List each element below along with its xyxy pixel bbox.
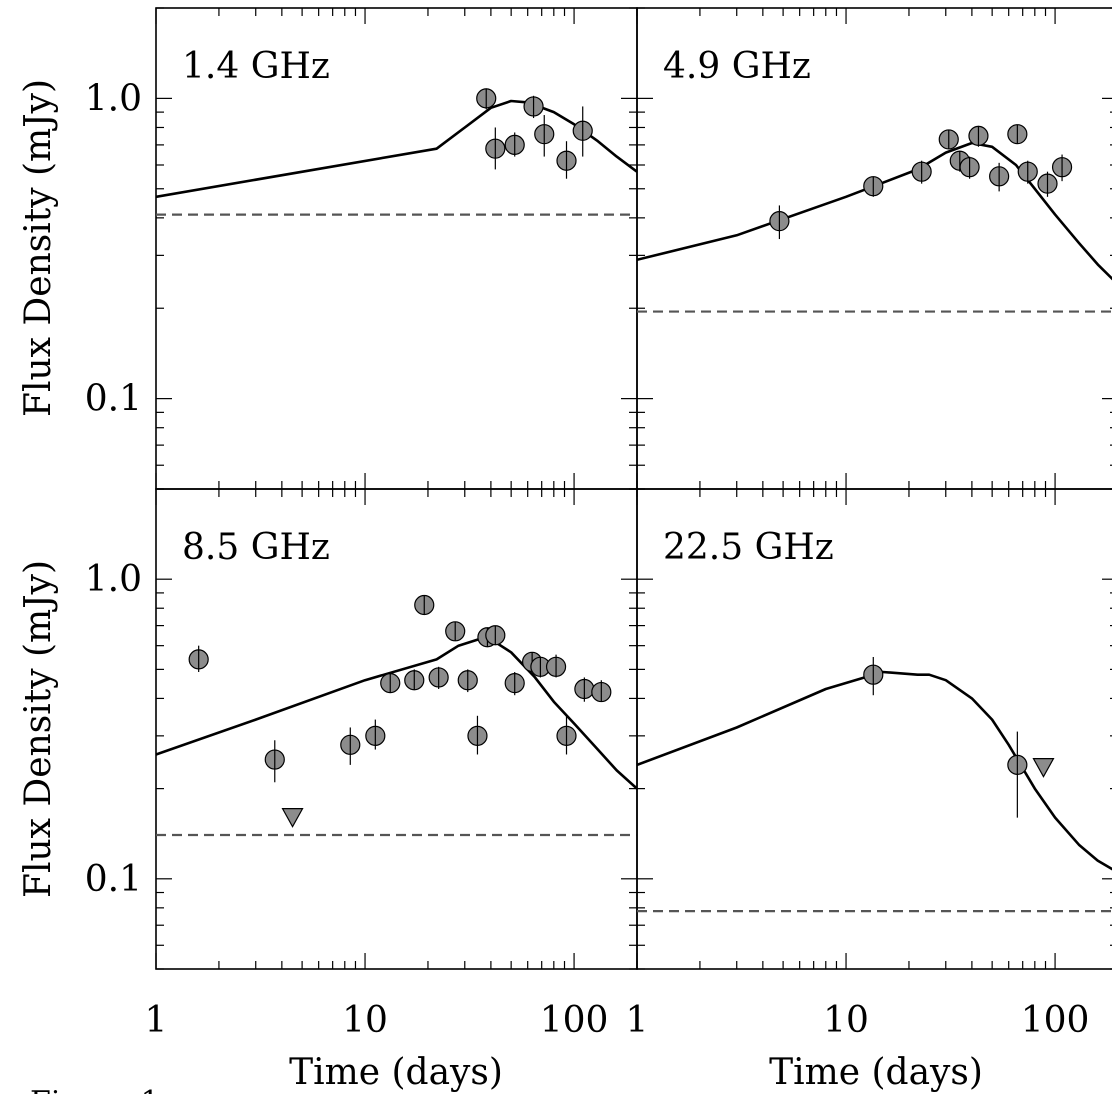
y-tick-label: 1.0 — [85, 559, 142, 600]
x-tick-label: 1 — [145, 1000, 168, 1041]
x-tick-label: 1 — [626, 1000, 649, 1041]
panel-label: 1.4 GHz — [182, 46, 330, 87]
y-tick-label: 1.0 — [85, 78, 142, 119]
ylabel-bottom: Flux Density (mJy) — [18, 560, 59, 898]
panel-2: 1.0 0.1 1 10 100 8.5 GHz — [85, 488, 638, 1041]
x-tick-label: 10 — [823, 1000, 869, 1041]
y-tick-label: 0.1 — [85, 379, 142, 420]
figure-caption: Figure 1 — [30, 1085, 160, 1094]
panel-label: 8.5 GHz — [182, 527, 330, 568]
y-tick-label: 0.1 — [85, 859, 142, 900]
x-tick-label: 10 — [342, 1000, 388, 1041]
xlabel-left: Time (days) — [289, 1052, 503, 1093]
x-tick-label: 100 — [540, 1000, 609, 1041]
plot-frame — [636, 488, 1112, 970]
ylabel-top: Flux Density (mJy) — [18, 79, 59, 417]
xlabel-right: Time (days) — [769, 1052, 983, 1093]
panel-0: 1.0 0.1 1.4 GHz — [85, 7, 638, 490]
model-curve — [156, 637, 637, 790]
x-tick-label: 100 — [1021, 1000, 1090, 1041]
model-curve — [637, 141, 1112, 281]
panel-3: 1 10 100 22.5 GHz — [626, 488, 1112, 1041]
panel-1: 4.9 GHz — [636, 7, 1112, 490]
panel-label: 22.5 GHz — [663, 527, 834, 568]
model-curve — [637, 670, 1112, 871]
upper-limit-marker — [281, 808, 304, 828]
panel-label: 4.9 GHz — [663, 46, 811, 87]
model-curve — [156, 99, 637, 199]
upper-limit-marker — [1032, 758, 1055, 778]
